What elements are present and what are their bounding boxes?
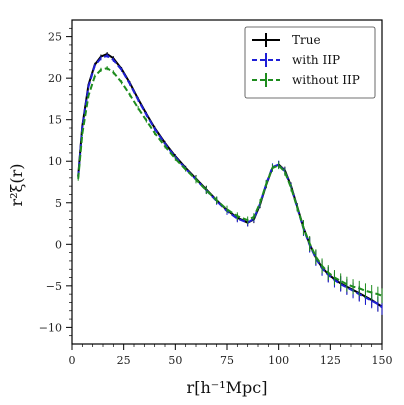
x-tick-label: 25 xyxy=(117,354,131,367)
legend-item-true: True xyxy=(252,33,321,47)
x-axis-label: r[h⁻¹Mpc] xyxy=(187,378,268,397)
y-tick-label: 0 xyxy=(55,238,62,251)
plot-area: 0 25 50 75 100 125 150 −10 −5 0 5 10 15 20 25 xyxy=(39,19,393,367)
x-tick-label: 125 xyxy=(320,354,341,367)
legend: True with IIP without IIP xyxy=(244,26,376,99)
legend-item-with-iip: with IIP xyxy=(252,53,340,67)
legend-label: with IIP xyxy=(292,53,340,67)
y-tick-label: −5 xyxy=(46,280,62,293)
series-line xyxy=(77,67,383,297)
series-without-iip xyxy=(77,66,383,304)
y-tick-label: 15 xyxy=(48,114,62,127)
x-tick-label: 50 xyxy=(168,354,182,367)
legend-label: True xyxy=(292,33,321,47)
x-tick-label: 0 xyxy=(69,354,76,367)
x-tick-label: 150 xyxy=(372,354,393,367)
y-tick-label: −10 xyxy=(39,321,62,334)
legend-label: without IIP xyxy=(292,73,360,87)
y-tick-label: 10 xyxy=(48,155,62,168)
x-tick-label: 100 xyxy=(268,354,289,367)
x-tick-label: 75 xyxy=(220,354,234,367)
legend-item-without-iip: without IIP xyxy=(252,73,360,87)
y-axis-label: r²ξ(r) xyxy=(7,163,26,206)
y-tick-label: 25 xyxy=(48,31,62,44)
y-tick-label: 5 xyxy=(55,197,62,210)
y-tick-label: 20 xyxy=(48,72,62,85)
